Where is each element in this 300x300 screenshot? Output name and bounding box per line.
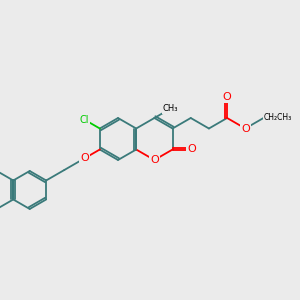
Text: Cl: Cl <box>80 115 89 124</box>
Text: CH₃: CH₃ <box>163 104 178 113</box>
Text: O: O <box>187 145 196 154</box>
Text: O: O <box>80 153 89 164</box>
Text: O: O <box>241 124 250 134</box>
Text: O: O <box>150 155 159 165</box>
Text: CH₂CH₃: CH₂CH₃ <box>263 113 292 122</box>
Text: O: O <box>223 92 232 102</box>
